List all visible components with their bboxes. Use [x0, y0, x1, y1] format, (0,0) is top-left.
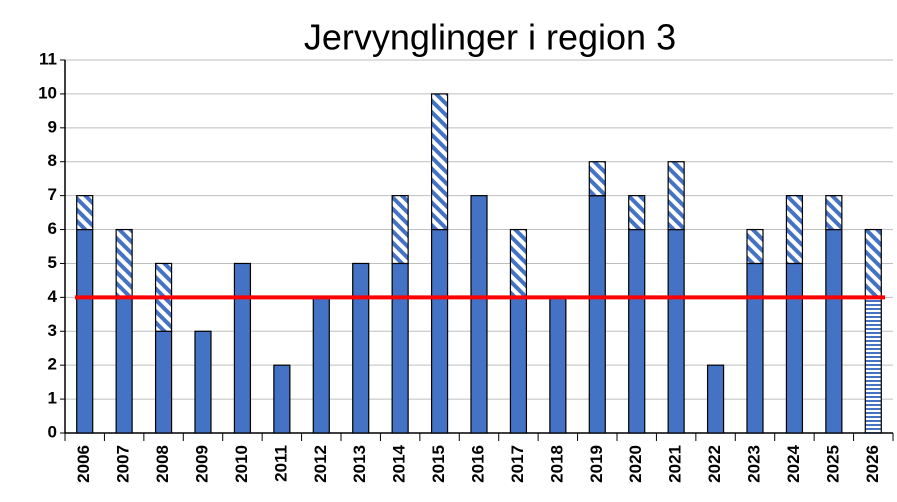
- x-tick-label: 2021: [666, 445, 685, 483]
- bar-segment: [628, 195, 646, 231]
- x-tick-label: 2024: [784, 444, 803, 482]
- bar-segment: [115, 296, 133, 434]
- bar-segment: [470, 195, 488, 434]
- bar-segment: [233, 262, 252, 434]
- y-tick-label: 6: [48, 219, 57, 238]
- x-tick-label: 2020: [626, 445, 645, 483]
- x-tick-label: 2009: [192, 445, 211, 483]
- bar-segment: [352, 262, 370, 434]
- bar-segment: [864, 296, 882, 434]
- bar-segment: [667, 161, 685, 231]
- y-tick-label: 2: [48, 355, 57, 374]
- bar-segment: [588, 161, 606, 197]
- bar-segment: [391, 262, 409, 434]
- bar-segment: [154, 330, 173, 434]
- x-tick-label: 2006: [74, 445, 93, 483]
- y-tick-label: 0: [48, 422, 57, 441]
- bar-segment: [785, 262, 804, 434]
- y-tick-label: 8: [48, 151, 57, 170]
- bar-segment: [312, 296, 330, 434]
- y-tick-label: 3: [48, 321, 57, 340]
- bar-segment: [746, 262, 764, 434]
- x-tick-label: 2012: [311, 445, 330, 483]
- bar-segment: [391, 195, 409, 265]
- bar-segment: [76, 195, 94, 231]
- y-tick-label: 9: [48, 117, 57, 136]
- y-tick-label: 4: [48, 287, 58, 306]
- y-tick-label: 11: [39, 49, 57, 68]
- x-tick-label: 2017: [508, 445, 527, 483]
- bar-segment: [628, 228, 646, 434]
- bar-segment: [549, 296, 567, 434]
- x-tick-label: 2023: [744, 445, 763, 483]
- bar-segment: [76, 228, 94, 434]
- x-tick-label: 2015: [429, 445, 448, 483]
- bar-segment: [667, 228, 685, 434]
- bar-segment: [825, 195, 843, 231]
- bar-segment: [430, 93, 449, 231]
- bar-segment: [194, 330, 212, 434]
- bar-segment: [785, 195, 804, 265]
- x-tick-label: 2018: [547, 445, 566, 483]
- bar-segment: [706, 364, 725, 434]
- y-tick-label: 5: [48, 253, 57, 272]
- bar-segment: [509, 296, 528, 434]
- bar-segment: [115, 228, 133, 298]
- y-tick-label: 1: [48, 389, 57, 408]
- bar-segment: [825, 228, 843, 434]
- x-tick-label: 2010: [232, 445, 251, 483]
- chart-title: Jervynglinger i region 3: [304, 17, 676, 58]
- x-tick-label: 2016: [468, 445, 487, 483]
- y-tick-label: 10: [38, 83, 57, 102]
- x-tick-label: 2014: [390, 444, 409, 482]
- bar-segment: [864, 228, 882, 298]
- x-tick-label: 2022: [705, 445, 724, 483]
- x-tick-label: 2008: [153, 445, 172, 483]
- x-tick-label: 2007: [114, 445, 133, 483]
- x-tick-label: 2026: [863, 445, 882, 483]
- y-tick-label: 7: [48, 185, 57, 204]
- x-tick-label: 2019: [587, 445, 606, 483]
- bar-segment: [746, 228, 764, 265]
- x-tick-label: 2025: [823, 445, 842, 483]
- bar-segment: [588, 195, 606, 434]
- bar-segment: [430, 228, 449, 434]
- x-tick-label: 2013: [350, 445, 369, 483]
- bar-segment: [509, 228, 528, 298]
- bar-segment: [273, 364, 291, 434]
- x-tick-label: 2011: [271, 445, 290, 482]
